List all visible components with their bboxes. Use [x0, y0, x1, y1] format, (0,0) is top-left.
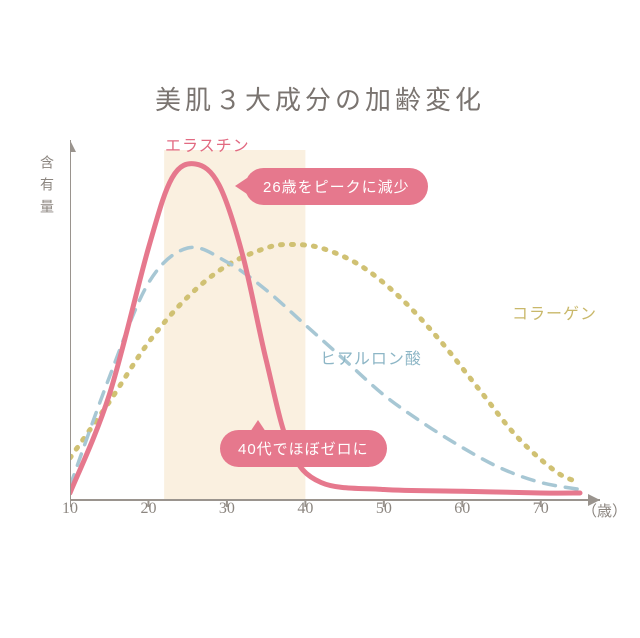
label-elastin: エラスチン	[165, 132, 250, 156]
x-tick: 10	[62, 500, 78, 518]
x-axis-unit: （歳）	[582, 500, 627, 521]
x-tick: 60	[454, 500, 470, 518]
label-collagen: コラーゲン	[512, 300, 597, 324]
label-hyaluronic: ヒアルロン酸	[320, 345, 422, 369]
x-tick: 30	[219, 500, 235, 518]
annotation-zero: 40代でほぼゼロに	[220, 430, 387, 467]
x-tick: 20	[140, 500, 156, 518]
x-tick: 50	[376, 500, 392, 518]
annotation-peak: 26歳をピークに減少	[245, 168, 428, 205]
x-tick: 40	[297, 500, 313, 518]
x-tick: 70	[533, 500, 549, 518]
chart-title: 美肌３大成分の加齢変化	[0, 80, 640, 117]
y-axis-label: 含有量	[35, 155, 55, 221]
